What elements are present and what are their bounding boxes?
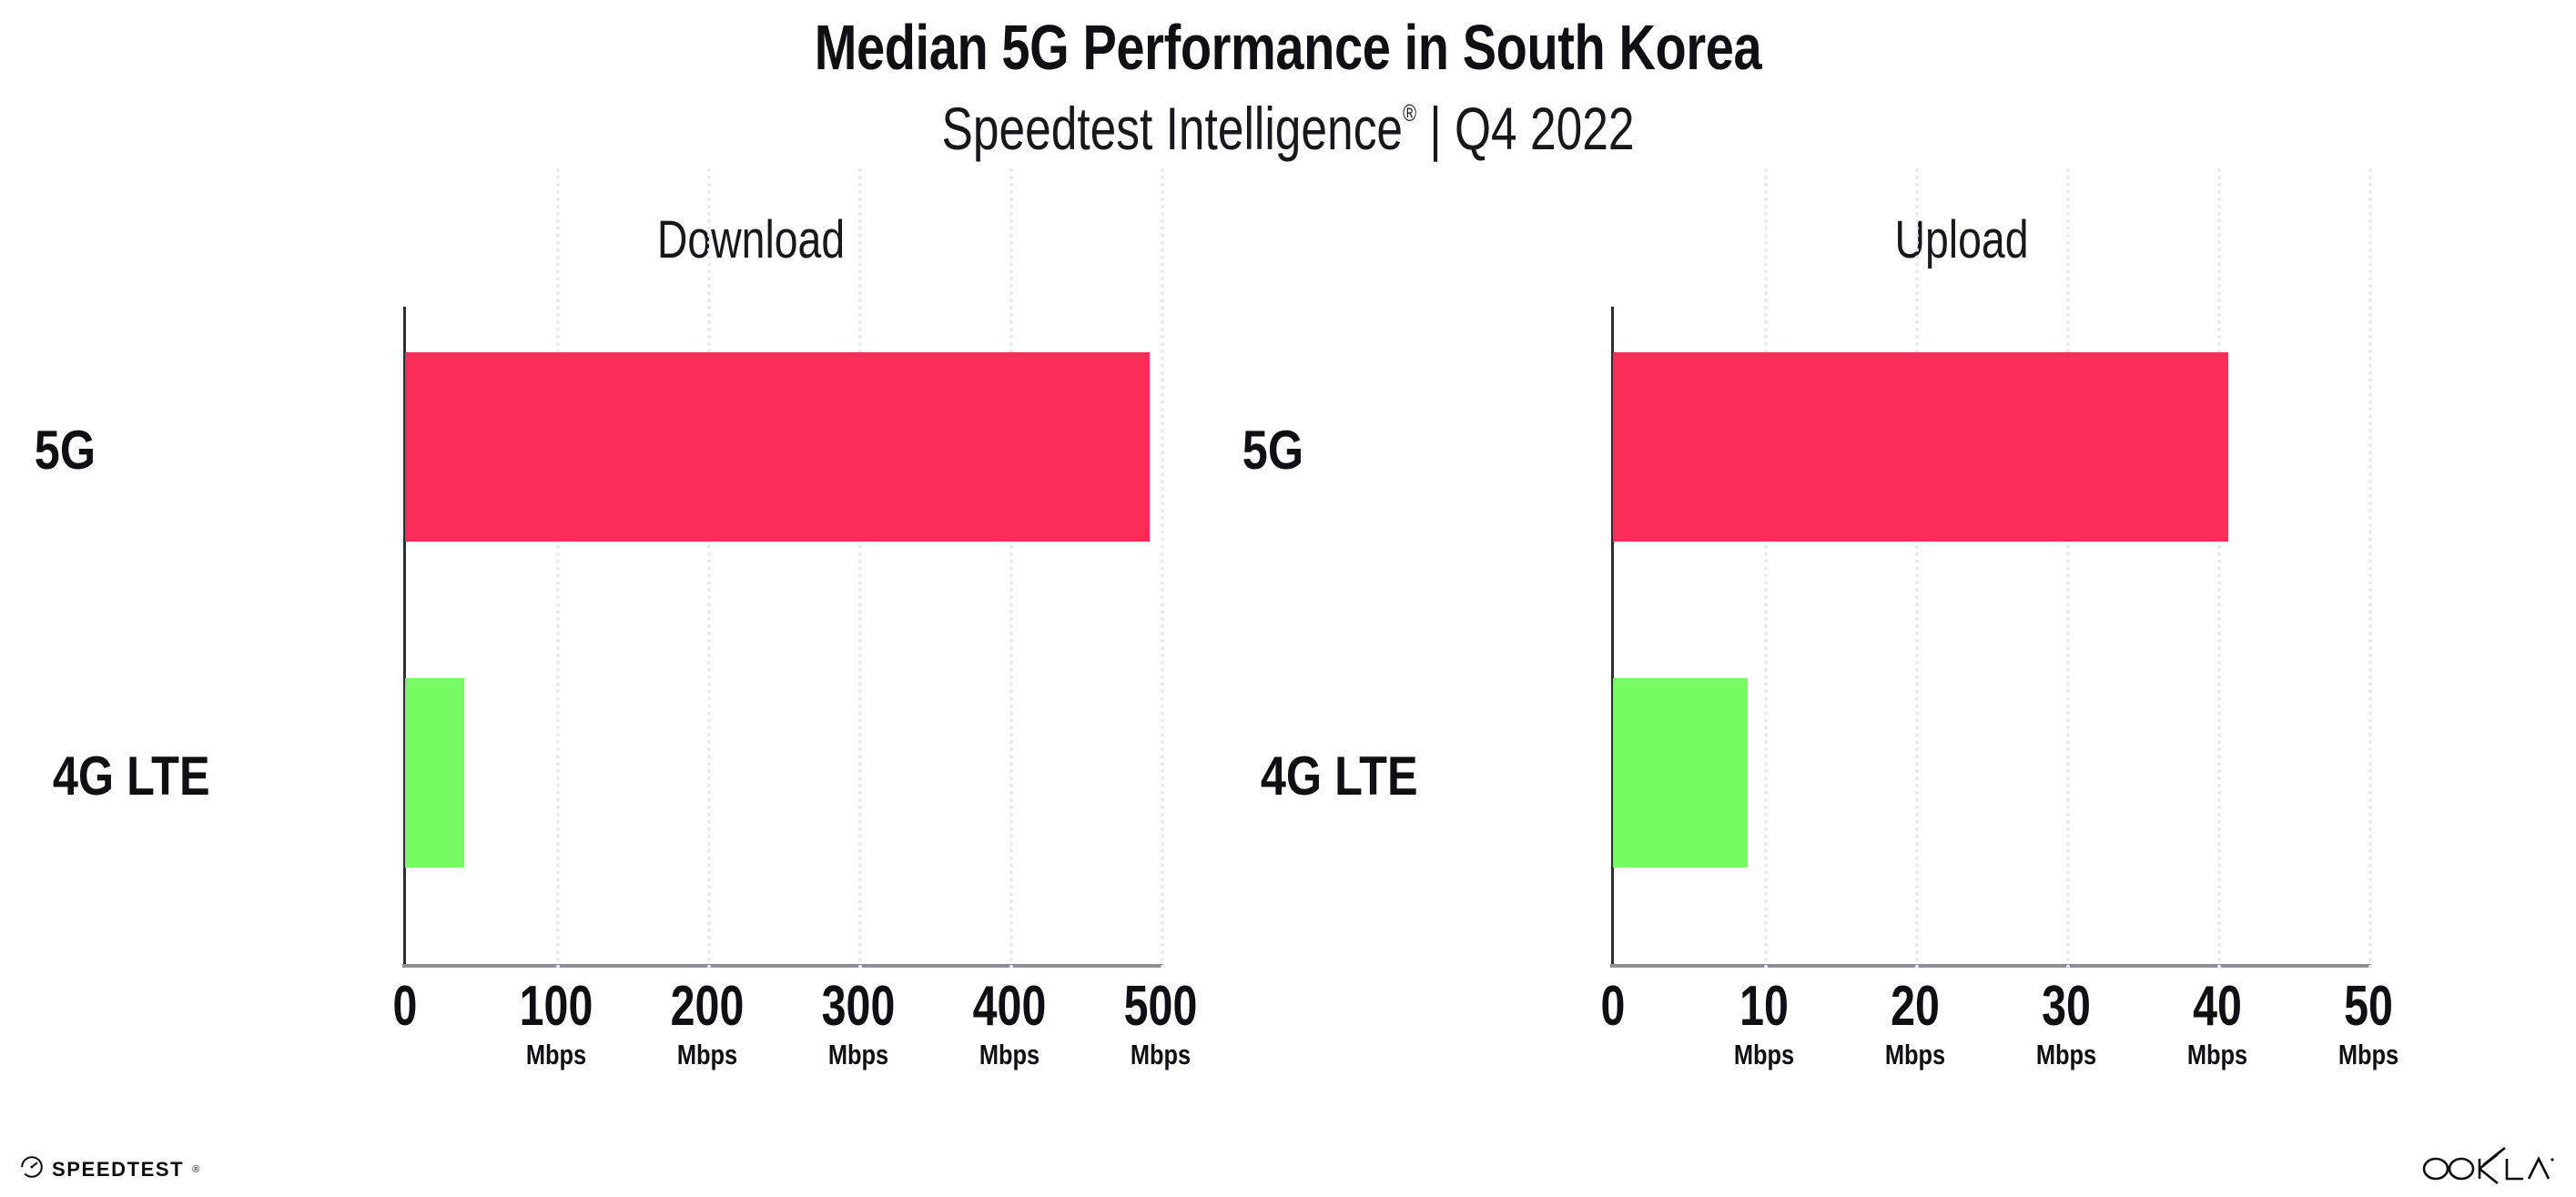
category-label-5g: 5G (1242, 420, 1304, 481)
gridline (1764, 168, 1768, 969)
plot-area-upload: 5G 4G LTE 0 10 Mbps 20 Mbps 30 Mbps 40 M… (1242, 168, 2399, 1070)
speedtest-logo: SPEEDTEST ® (20, 1155, 199, 1183)
gridline (858, 168, 862, 969)
y-axis-line (1611, 307, 1614, 964)
tick-value: 500 (1123, 975, 1198, 1038)
x-axis-line (1610, 964, 2371, 968)
subtitle-source: Speedtest Intelligence (941, 95, 1404, 162)
x-tick-50: 50 Mbps (2259, 977, 2478, 1073)
speedometer-icon (20, 1155, 44, 1183)
x-tick-200: 200 Mbps (598, 977, 816, 1073)
x-tick-0: 0 (296, 977, 514, 1037)
plot-area-download: 5G 4G LTE 0 100 Mbps 200 Mbps 300 Mbps (35, 168, 1197, 1070)
tick-value: 400 (972, 975, 1047, 1038)
tick-unit: Mbps (525, 1039, 587, 1070)
tick-unit: Mbps (1884, 1039, 1946, 1070)
gridline (707, 168, 711, 969)
gridline (2368, 168, 2372, 969)
tick-unit: Mbps (676, 1039, 738, 1070)
ookla-logo (2419, 1146, 2556, 1192)
category-label-4g: 4G LTE (1260, 746, 1418, 806)
x-tick-30: 30 Mbps (1957, 977, 2175, 1073)
gridline (1009, 168, 1013, 969)
gridline (1161, 168, 1164, 969)
tick-value: 20 (1891, 975, 1940, 1038)
tick-value: 200 (670, 975, 745, 1038)
x-tick-20: 20 Mbps (1806, 977, 2024, 1073)
speedtest-wordmark: SPEEDTEST (52, 1157, 185, 1181)
tick-unit: Mbps (2186, 1039, 2248, 1070)
panel-title-upload: Upload (1894, 210, 2029, 269)
x-tick-0: 0 (1504, 977, 1722, 1037)
panel-download: Download 5G 4G LTE 0 100 Mbps (35, 168, 1197, 1070)
tick-unit: Mbps (979, 1039, 1040, 1070)
chart-subtitle: Speedtest Intelligence® | Q4 2022 (283, 87, 2292, 161)
panel-title-download: Download (656, 210, 846, 269)
chart-title: Median 5G Performance in South Korea (814, 12, 1762, 83)
x-tick-10: 10 Mbps (1655, 977, 1873, 1073)
tick-value: 10 (1739, 975, 1789, 1038)
category-label-4g: 4G LTE (52, 746, 210, 806)
x-tick-300: 300 Mbps (749, 977, 968, 1073)
speedtest-registered-mark: ® (192, 1163, 200, 1175)
bar-upload-5g (1613, 352, 2228, 542)
tick-unit: Mbps (827, 1039, 889, 1070)
x-axis-line (402, 964, 1163, 968)
tick-value: 0 (392, 975, 418, 1038)
registered-mark: ® (1403, 99, 1417, 127)
tick-unit: Mbps (2035, 1039, 2097, 1070)
tick-value: 0 (1600, 975, 1626, 1038)
tick-value: 30 (2042, 975, 2091, 1038)
x-tick-400: 400 Mbps (900, 977, 1119, 1073)
gridline (2066, 168, 2070, 969)
gridline (1915, 168, 1919, 969)
tick-value: 50 (2344, 975, 2393, 1038)
tick-value: 40 (2193, 975, 2242, 1038)
tick-unit: Mbps (1733, 1039, 1795, 1070)
subtitle-period: | Q4 2022 (1429, 95, 1635, 162)
gridline (556, 168, 560, 969)
tick-unit: Mbps (2338, 1039, 2399, 1070)
x-tick-100: 100 Mbps (447, 977, 665, 1073)
tick-unit: Mbps (1130, 1039, 1192, 1070)
gridline (2217, 168, 2221, 969)
y-axis-line (403, 307, 406, 964)
category-label-5g: 5G (34, 420, 96, 481)
bar-download-4g (405, 678, 464, 867)
x-tick-500: 500 Mbps (1051, 977, 1270, 1073)
tick-value: 300 (821, 975, 896, 1038)
bar-upload-4g (1613, 678, 1748, 867)
bar-download-5g (405, 352, 1150, 542)
tick-value: 100 (519, 975, 593, 1038)
x-tick-40: 40 Mbps (2108, 977, 2327, 1073)
